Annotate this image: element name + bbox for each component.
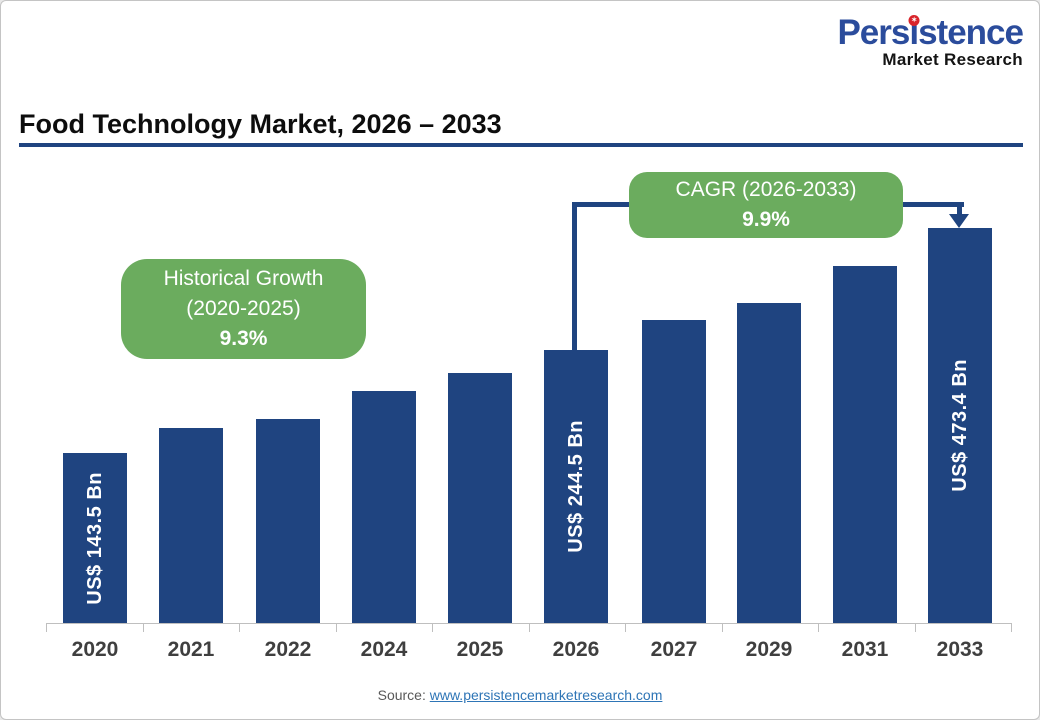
cagr-connector-left-horizontal (572, 202, 629, 207)
bar-2025 (448, 373, 512, 623)
x-axis-label-2024: 2024 (360, 638, 408, 661)
historical-growth-line1: Historical Growth (163, 267, 324, 291)
axis-tick (239, 623, 240, 632)
source-link[interactable]: www.persistencemarketresearch.com (429, 687, 663, 703)
bar-2027 (642, 320, 706, 623)
logo-tagline: Market Research (882, 49, 1023, 69)
x-axis-label-2033: 2033 (936, 638, 984, 661)
axis-tick (721, 623, 723, 632)
logo-star-icon: ✶ (908, 15, 920, 26)
axis-tick (625, 623, 626, 632)
axis-tick (818, 623, 819, 632)
logo-brand-text: Persı ✶ stence (837, 13, 1024, 52)
page-title: Food Technology Market, 2026 – 2033 (19, 109, 502, 139)
bar-2029 (737, 303, 801, 623)
bar-value-label-2033: US$ 473.4 Bn (948, 359, 971, 492)
cagr-line1: CAGR (2026-2033) (675, 178, 857, 202)
x-axis-label-2026: 2026 (552, 638, 600, 661)
x-axis-label-2031: 2031 (841, 638, 889, 661)
axis-tick (1011, 623, 1012, 632)
bar-value-label-2020: US$ 143.5 Bn (83, 471, 106, 605)
bar-2033: US$ 473.4 Bn (928, 228, 992, 623)
source-label: Source: (377, 687, 426, 703)
x-axis-label-2022: 2022 (264, 638, 312, 661)
bar-value-label-2026: US$ 244.5 Bn (564, 420, 587, 553)
axis-tick (528, 623, 530, 632)
bar-2020: US$ 143.5 Bn (63, 453, 127, 623)
cagr-connector-left-vertical (572, 202, 577, 351)
bar-2022 (256, 419, 320, 623)
axis-tick (335, 623, 337, 632)
logo-brand-post: stence (918, 13, 1024, 52)
bar-2031 (833, 266, 897, 623)
axis-tick (46, 623, 47, 632)
historical-growth-callout: Historical Growth (2020-2025) 9.3% (121, 259, 366, 359)
bar-2024 (352, 391, 416, 623)
historical-growth-line2: (2020-2025) (186, 297, 301, 321)
x-axis-label-2025: 2025 (456, 638, 504, 661)
x-axis-line (46, 623, 1011, 624)
x-axis-label-2021: 2021 (167, 638, 215, 661)
bar-2021 (159, 428, 223, 623)
cagr-value: 9.9% (742, 208, 790, 231)
axis-tick (914, 623, 916, 632)
cagr-connector-right-horizontal (903, 202, 964, 207)
bar-2026: US$ 244.5 Bn (544, 350, 608, 623)
logo-brand-pre: Pers (837, 13, 910, 52)
x-axis-label-2020: 2020 (71, 638, 119, 661)
axis-tick (432, 623, 433, 632)
historical-growth-value: 9.3% (219, 326, 268, 350)
arrow-down-icon (949, 214, 969, 228)
source-line: Source: www.persistencemarketresearch.co… (1, 687, 1039, 703)
logo-letter-i: ı ✶ (908, 13, 920, 52)
x-axis-label-2029: 2029 (745, 638, 793, 661)
cagr-callout: CAGR (2026-2033) 9.9% (629, 172, 903, 238)
company-logo: Persı ✶ stence Market Research (837, 13, 1024, 70)
x-axis-label-2027: 2027 (650, 638, 698, 661)
axis-tick (142, 623, 144, 632)
title-underline (19, 143, 1023, 147)
cagr-connector-right-vertical (957, 202, 962, 215)
